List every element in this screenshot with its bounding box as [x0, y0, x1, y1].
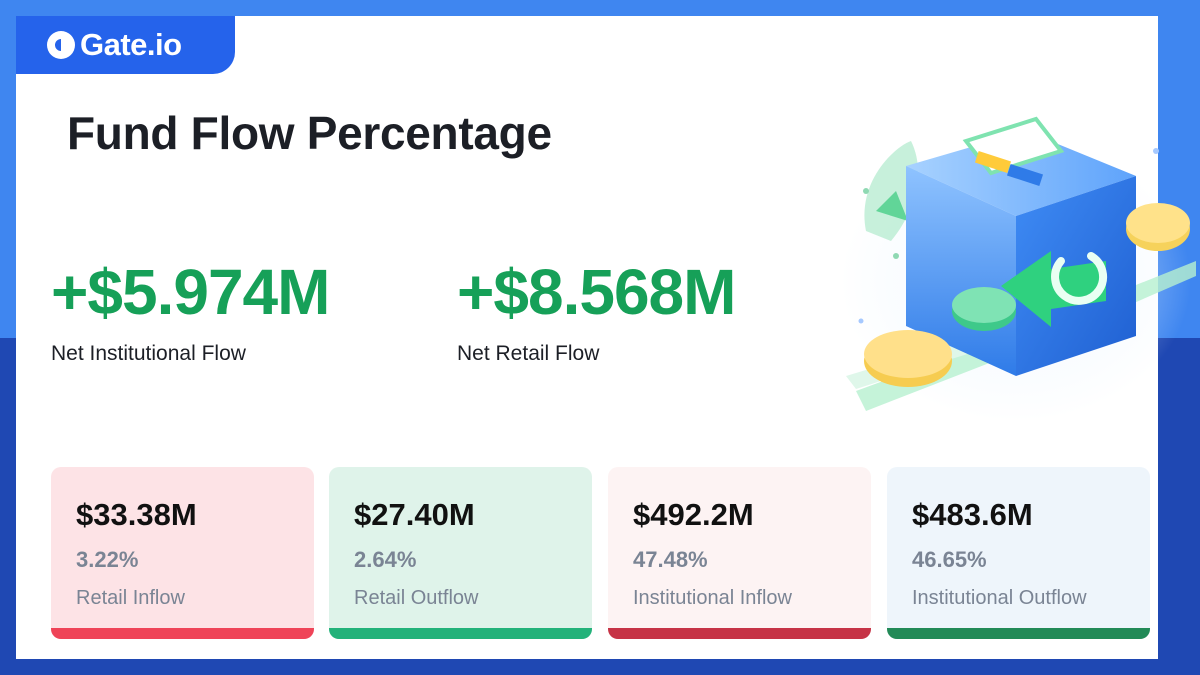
- net-retail-flow-label: Net Retail Flow: [457, 342, 600, 365]
- stat-percent: 47.48%: [633, 547, 708, 572]
- stat-card-retail-inflow: $33.38M 3.22% Retail Inflow: [51, 467, 314, 639]
- net-retail-flow-value: +$8.568M: [457, 256, 736, 328]
- stat-percent: 3.22%: [76, 547, 139, 572]
- stat-value: $33.38M: [76, 497, 197, 532]
- stat-value: $492.2M: [633, 497, 754, 532]
- net-retail-flow: +$8.568M Net Retail Flow: [457, 256, 736, 366]
- page-title: Fund Flow Percentage: [67, 107, 552, 159]
- stat-value: $483.6M: [912, 497, 1033, 532]
- net-institutional-flow: +$5.974M Net Institutional Flow: [51, 256, 330, 366]
- stat-card-institutional-inflow: $492.2M 47.48% Institutional Inflow: [608, 467, 871, 639]
- stat-label: Institutional Outflow: [912, 587, 1087, 609]
- stat-label: Retail Outflow: [354, 587, 479, 609]
- stat-card-retail-outflow: $27.40M 2.64% Retail Outflow: [329, 467, 592, 639]
- stat-percent: 2.64%: [354, 547, 417, 572]
- stat-bar: [887, 628, 1150, 639]
- stat-bar: [329, 628, 592, 639]
- net-institutional-flow-label: Net Institutional Flow: [51, 342, 246, 365]
- stat-card-institutional-outflow: $483.6M 46.65% Institutional Outflow: [887, 467, 1150, 639]
- stat-label: Retail Inflow: [76, 587, 185, 609]
- net-institutional-flow-value: +$5.974M: [51, 256, 330, 328]
- gate-logo-icon: [47, 31, 75, 59]
- stat-bar: [608, 628, 871, 639]
- brand-name: Gate.io: [80, 27, 182, 62]
- fund-box-with-coins-icon: [841, 116, 1196, 421]
- stat-percent: 46.65%: [912, 547, 987, 572]
- stat-bar: [51, 628, 314, 639]
- content-card: Gate.io Fund Flow Percentage +$5.974M Ne…: [16, 16, 1196, 659]
- stat-label: Institutional Inflow: [633, 587, 792, 609]
- stat-value: $27.40M: [354, 497, 475, 532]
- brand-logo: Gate.io: [16, 16, 235, 74]
